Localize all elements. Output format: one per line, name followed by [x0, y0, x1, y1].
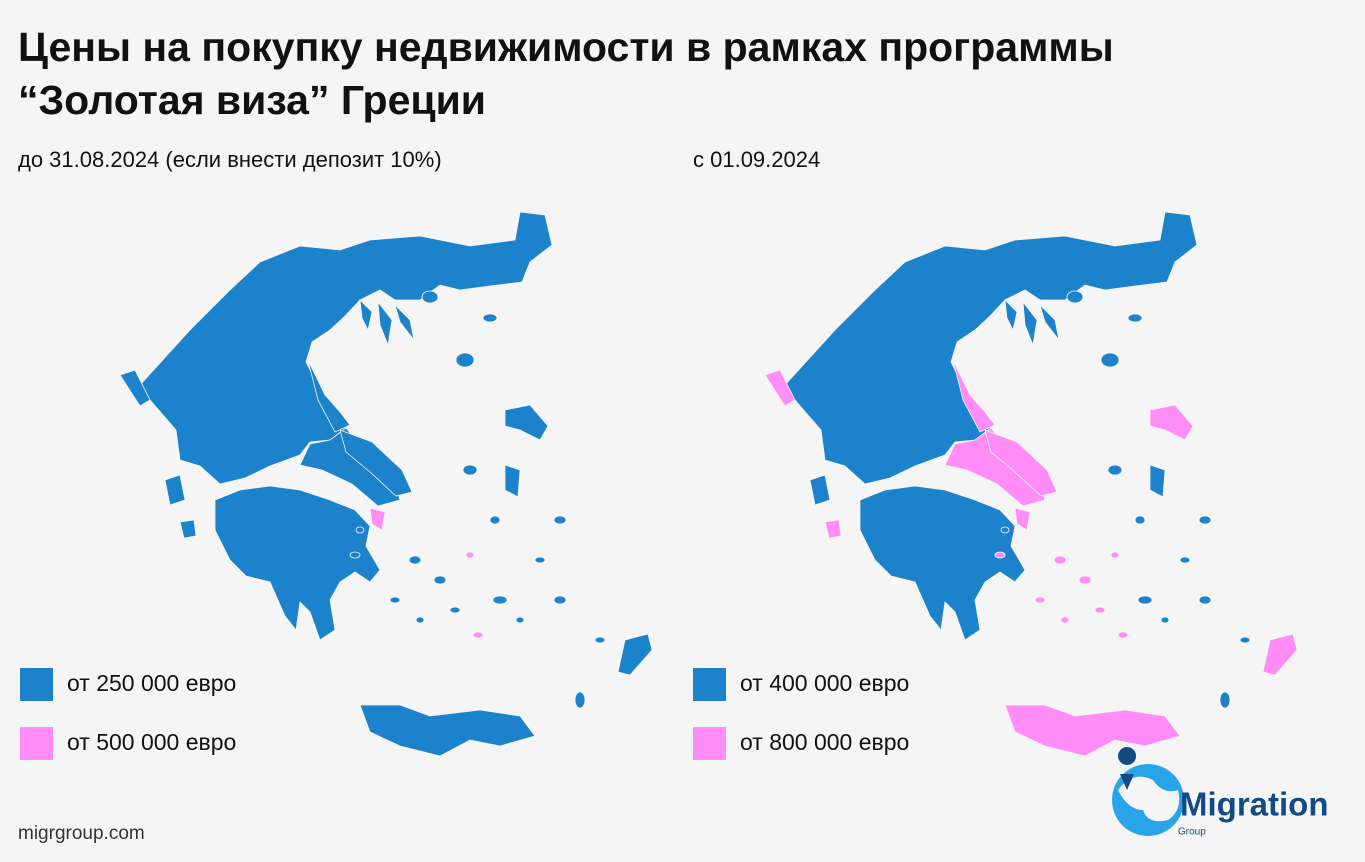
region — [1149, 464, 1166, 498]
region — [809, 474, 831, 506]
island — [433, 575, 447, 585]
island — [515, 616, 525, 624]
region — [139, 211, 553, 485]
island — [472, 631, 484, 639]
legend: от 400 000 евро от 800 000 евро — [693, 668, 909, 760]
island — [1078, 575, 1092, 585]
region — [952, 359, 996, 433]
island — [1134, 515, 1146, 525]
legend-swatch — [20, 727, 53, 760]
island — [1198, 515, 1212, 525]
map — [119, 211, 653, 757]
island — [1160, 616, 1170, 624]
island — [1066, 290, 1084, 304]
legend-swatch — [693, 727, 726, 760]
region — [1004, 298, 1060, 347]
island — [1117, 631, 1129, 639]
region — [859, 485, 1026, 641]
island — [1107, 464, 1123, 476]
legend-label: от 400 000 евро — [740, 670, 909, 696]
region — [179, 519, 197, 539]
island — [415, 616, 425, 624]
island — [574, 691, 586, 709]
island — [553, 515, 567, 525]
island — [482, 313, 498, 323]
region — [359, 704, 536, 757]
logo: Migration Group — [1112, 747, 1328, 838]
legend-label: от 250 000 евро — [67, 670, 236, 696]
island — [1000, 526, 1010, 534]
island — [462, 464, 478, 476]
region — [359, 298, 415, 347]
island — [1053, 555, 1067, 565]
island — [489, 515, 501, 525]
island — [389, 596, 401, 604]
region — [339, 429, 413, 497]
island — [594, 636, 606, 644]
region — [1262, 633, 1298, 676]
island — [1110, 551, 1120, 559]
map — [764, 211, 1298, 757]
island — [534, 556, 546, 564]
island — [553, 595, 567, 605]
logo-name: Migration — [1180, 786, 1328, 823]
island — [1179, 556, 1191, 564]
island — [465, 551, 475, 559]
island — [1219, 691, 1231, 709]
island — [349, 551, 361, 559]
region — [764, 369, 796, 407]
island — [1127, 313, 1143, 323]
island — [1100, 352, 1120, 368]
island — [1198, 595, 1212, 605]
legend-label: от 800 000 евро — [740, 729, 909, 755]
region — [617, 633, 653, 676]
island — [1034, 596, 1046, 604]
region — [119, 369, 151, 407]
logo-land — [1118, 776, 1180, 822]
island — [355, 526, 365, 534]
legend-label: от 500 000 евро — [67, 729, 236, 755]
region — [214, 485, 381, 641]
footer: migrgroup.com — [18, 823, 145, 844]
island — [994, 551, 1006, 559]
region — [824, 519, 842, 539]
legend: от 250 000 евро от 500 000 евро — [20, 668, 236, 760]
logo-sub: Group — [1178, 827, 1206, 838]
region — [504, 404, 549, 441]
title-line: “Золотая виза” Греции — [18, 77, 486, 123]
region — [307, 359, 351, 433]
region — [1014, 507, 1031, 531]
logo-pin — [1118, 747, 1137, 790]
region — [164, 474, 186, 506]
region — [1004, 704, 1181, 757]
region — [984, 429, 1058, 497]
title-line: Цены на покупку недвижимости в рамках пр… — [18, 24, 1114, 70]
island — [455, 352, 475, 368]
legend-swatch — [20, 668, 53, 701]
region — [369, 507, 386, 531]
island — [1239, 636, 1251, 644]
legend-swatch — [693, 668, 726, 701]
island — [1094, 606, 1106, 614]
region — [1149, 404, 1194, 441]
island — [408, 555, 422, 565]
region — [784, 211, 1198, 485]
island — [1137, 595, 1153, 605]
map-subtitle: с 01.09.2024 — [693, 147, 820, 172]
region — [504, 464, 521, 498]
map-subtitle: до 31.08.2024 (если внести депозит 10%) — [18, 147, 442, 172]
island — [421, 290, 439, 304]
island — [1060, 616, 1070, 624]
island — [492, 595, 508, 605]
island — [449, 606, 461, 614]
